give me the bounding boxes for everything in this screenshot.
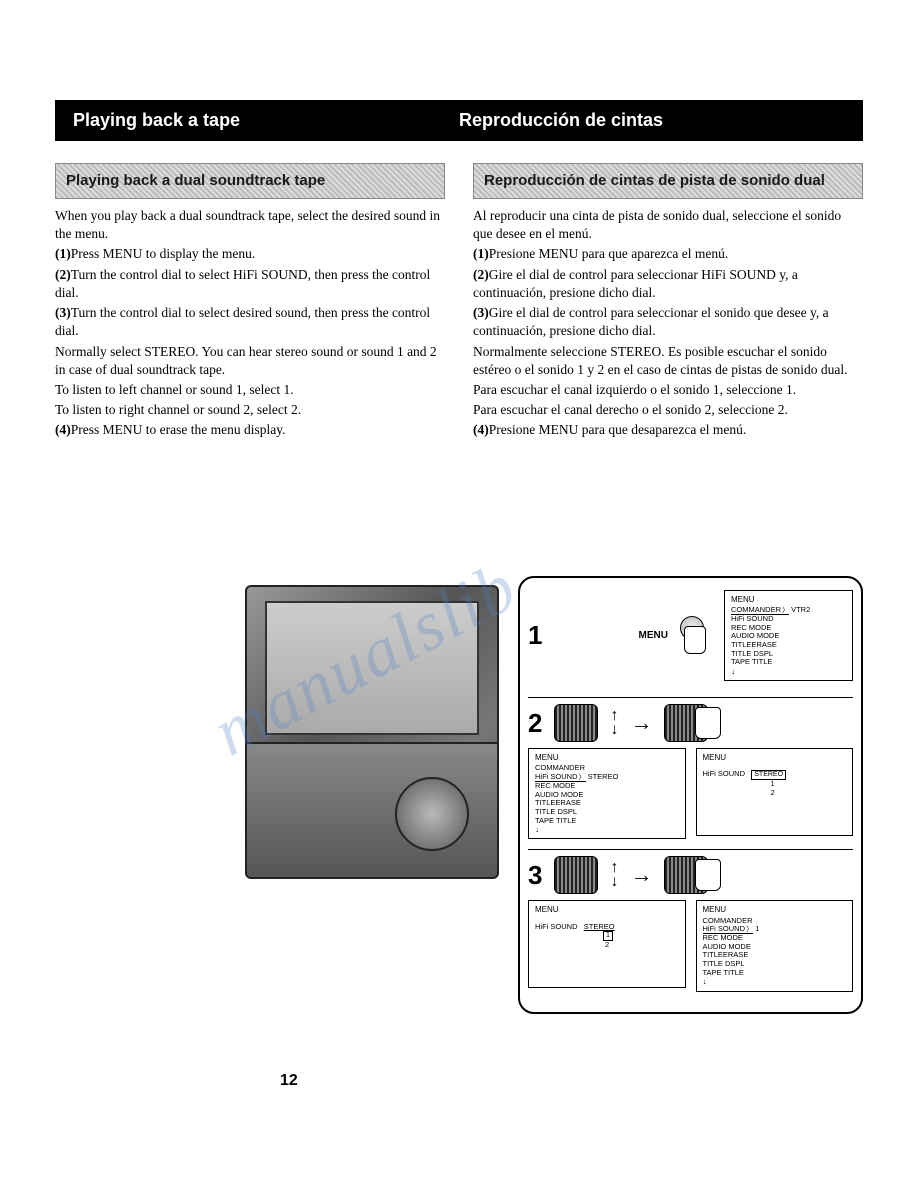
en-s4-text: Press MENU to erase the menu display. [71,422,286,437]
m3a-title: MENU [535,905,679,914]
es-step4: (4)Presione MENU para que desaparezca el… [473,421,863,439]
es-s3-num: (3) [473,305,489,320]
subhead-en: Playing back a dual soundtrack tape [55,163,445,199]
subhead-es: Reproducción de cintas de pista de sonid… [473,163,863,199]
en-s1-text: Press MENU to display the menu. [71,246,256,261]
es-s3b: Para escuchar el canal izquierdo o el so… [473,381,863,399]
m3b-r2b: 1 [755,924,759,933]
turn-dial-icon-3 [554,856,598,894]
en-s2-text: Turn the control dial to select HiFi SOU… [55,267,430,300]
page-number: 12 [280,1072,298,1090]
header-right: Reproducción de cintas [459,110,845,131]
steps-panel: 1 MENU MENU COMMANDER VTR2 HiFi SOUND RE… [518,576,863,1014]
device-screen [265,601,479,735]
m2b-title: MENU [703,753,847,762]
spanish-column: Reproducción de cintas de pista de sonid… [473,141,863,442]
press-menu-icon [672,616,712,656]
m1-title: MENU [731,595,846,604]
en-s1-num: (1) [55,246,71,261]
step-2: 2 ↑ ↓ → MENU COMMANDER HiFi SOUND STEREO… [528,698,853,850]
step-3: 3 ↑ ↓ → MENU HiFi SOUND STEREO 1 2 [528,850,853,1001]
en-intro: When you play back a dual soundtrack tap… [55,207,445,243]
m1-dn: ↓ [731,667,846,676]
es-step2: (2)Gire el dial de control para seleccio… [473,266,863,302]
es-s4-num: (4) [473,422,489,437]
header-bar: Playing back a tape Reproducción de cint… [55,100,863,141]
m2a-r2b: STEREO [588,772,619,781]
es-s3-text: Gire el dial de control para seleccionar… [473,305,829,338]
en-s3c: To listen to right channel or sound 2, s… [55,401,445,419]
header-left: Playing back a tape [73,110,459,131]
manual-page: Playing back a tape Reproducción de cint… [0,0,918,1188]
en-s3b: To listen to left channel or sound 1, se… [55,381,445,399]
step3-menu-b: MENU COMMANDER HiFi SOUND 1 REC MODE AUD… [696,900,854,991]
es-s1-text: Presione MENU para que aparezca el menú. [489,246,729,261]
arrow-right-icon: → [630,710,652,736]
es-s2-num: (2) [473,267,489,282]
press-dial-icon-3 [664,856,708,894]
m3a-r1b: STEREO [584,922,615,931]
m2b-r1: HiFi SOUND [703,769,746,778]
arrow-right-icon-3: → [630,862,652,888]
es-step3: (3)Gire el dial de control para seleccio… [473,304,863,340]
step1-number: 1 [528,620,542,651]
step3-menu-a: MENU HiFi SOUND STEREO 1 2 [528,900,686,988]
arrow-down-icon-3: ↓ [610,875,618,889]
es-s3a: Normalmente seleccione STEREO. Es posibl… [473,343,863,379]
english-column: Playing back a dual soundtrack tape When… [55,141,445,442]
m1-r7: TAPE TITLE [731,658,846,667]
step1-menu: MENU COMMANDER VTR2 HiFi SOUND REC MODE … [724,590,853,681]
m3a-r3: 2 [535,941,679,950]
en-s2-num: (2) [55,267,71,282]
step2-menu-b: MENU HiFi SOUND STEREO 1 2 [696,748,854,836]
step-1: 1 MENU MENU COMMANDER VTR2 HiFi SOUND RE… [528,584,853,698]
en-s4-num: (4) [55,422,71,437]
body-en: When you play back a dual soundtrack tap… [55,207,445,440]
m2a-dn: ↓ [535,825,679,834]
es-s1-num: (1) [473,246,489,261]
es-s2-text: Gire el dial de control para seleccionar… [473,267,798,300]
en-step4: (4)Press MENU to erase the menu display. [55,421,445,439]
m2b-r3: 2 [703,789,847,798]
en-step2: (2)Turn the control dial to select HiFi … [55,266,445,302]
m1-r1b: VTR2 [791,605,810,614]
updown-arrows-3: ↑ ↓ [610,861,618,890]
en-s3-num: (3) [55,305,71,320]
m2b-r1b: STEREO [751,770,786,780]
menu-button-label: MENU [639,630,668,641]
m2a-r7: TAPE TITLE [535,817,679,826]
content-columns: Playing back a dual soundtrack tape When… [55,141,863,442]
body-es: Al reproducir una cinta de pista de soni… [473,207,863,440]
en-step3: (3)Turn the control dial to select desir… [55,304,445,340]
m3b-dn: ↓ [703,977,847,986]
en-step1: (1)Press MENU to display the menu. [55,245,445,263]
m3a-r1: HiFi SOUND [535,922,578,931]
es-step1: (1)Presione MENU para que aparezca el me… [473,245,863,263]
step2-number: 2 [528,708,542,739]
es-intro: Al reproducir una cinta de pista de soni… [473,207,863,243]
es-s4-text: Presione MENU para que desaparezca el me… [489,422,747,437]
device-dial [395,777,469,851]
en-s3a: Normally select STEREO. You can hear ste… [55,343,445,379]
m2a-title: MENU [535,753,679,762]
turn-dial-icon [554,704,598,742]
device-illustration [245,585,499,879]
arrow-down-icon: ↓ [610,723,618,737]
step3-number: 3 [528,860,542,891]
press-dial-icon [664,704,708,742]
m3b-r7: TAPE TITLE [703,969,847,978]
step2-menu-a: MENU COMMANDER HiFi SOUND STEREO REC MOD… [528,748,686,839]
es-s3c: Para escuchar el canal derecho o el soni… [473,401,863,419]
m3b-title: MENU [703,905,847,914]
en-s3-text: Turn the control dial to select desired … [55,305,430,338]
updown-arrows: ↑ ↓ [610,709,618,738]
